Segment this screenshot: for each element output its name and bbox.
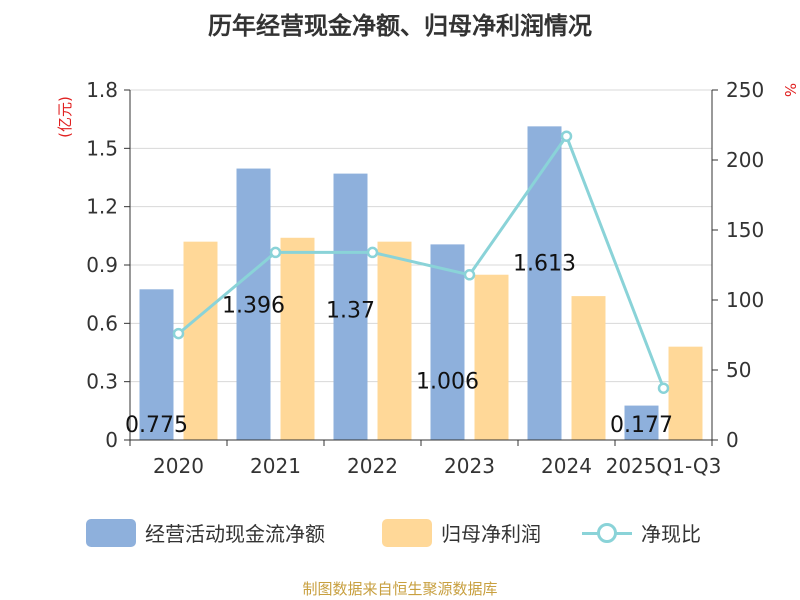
y-right-tick-label: 150 [726,218,764,242]
bar-cashflow [236,168,271,441]
y-left-tick-label: 0.9 [86,253,118,277]
y-right-tick-label: 250 [726,78,764,102]
line-cash-ratio [177,133,665,389]
point-cash-ratio [463,269,476,281]
point-cash-ratio [172,327,185,340]
x-tick-label: 2020 [153,454,204,478]
y-left-axis-label: (亿元) [56,96,74,138]
legend-item-cash-ratio[interactable]: 净现比 [582,518,701,547]
legend-swatch-cash-ratio [582,519,632,547]
point-cash-ratio [269,246,282,259]
y-left-tick-label: 1.2 [86,195,118,219]
legend: 经营活动现金流净额 归母净利润 净现比 [0,518,800,552]
y-right-tick-label: 50 [726,358,751,382]
y-right-axis-label: % [781,83,799,97]
x-tick-label: 2024 [541,454,592,478]
data-label-cashflow: 0.177 [610,413,673,438]
y-left-tick-label: 0.3 [86,370,118,394]
legend-item-net-profit[interactable]: 归母净利润 [382,518,541,547]
legend-label-net-profit: 归母净利润 [441,522,541,546]
y-left-tick-label: 1.5 [86,136,118,160]
data-label-cashflow: 1.006 [416,369,479,394]
bar-net-profit [377,241,412,440]
bar-net-profit [280,237,315,440]
point-cash-ratio [560,130,573,142]
x-tick-label: 2025Q1-Q3 [606,454,722,478]
legend-label-cash-ratio: 净现比 [641,522,701,546]
bar-net-profit [571,296,606,440]
x-tick-label: 2022 [347,454,398,478]
bar-net-profit [474,274,509,440]
legend-item-cashflow[interactable]: 经营活动现金流净额 [86,518,325,547]
bar-cashflow [333,173,368,440]
point-cash-ratio [366,246,379,259]
y-right-tick-label: 200 [726,148,764,172]
legend-label-cashflow: 经营活动现金流净额 [145,522,325,546]
x-tick-label: 2023 [444,454,495,478]
point-cash-ratio [657,382,670,394]
bar-cashflow [139,289,174,440]
x-tick-label: 2021 [250,454,301,478]
y-left-tick-label: 1.8 [86,78,118,102]
y-left-tick-label: 0 [105,428,118,452]
bar-cashflow [527,126,562,440]
y-left-tick-label: 0.6 [86,311,118,335]
data-label-cashflow: 1.613 [513,251,576,276]
source-note: 制图数据来自恒生聚源数据库 [302,580,498,598]
bar-cashflow [430,244,465,440]
legend-swatch-cashflow [86,518,136,547]
bar-cashflow [624,405,659,440]
bar-net-profit [668,346,703,440]
bar-net-profit [183,241,218,440]
chart-title: 历年经营现金净额、归母净利润情况 [208,12,592,40]
legend-swatch-net-profit [382,518,432,547]
data-label-cashflow: 1.396 [222,294,285,319]
data-label-cashflow: 0.775 [125,413,188,438]
y-right-tick-label: 100 [726,288,764,312]
data-label-cashflow: 1.37 [326,299,375,324]
y-right-tick-label: 0 [726,428,739,452]
